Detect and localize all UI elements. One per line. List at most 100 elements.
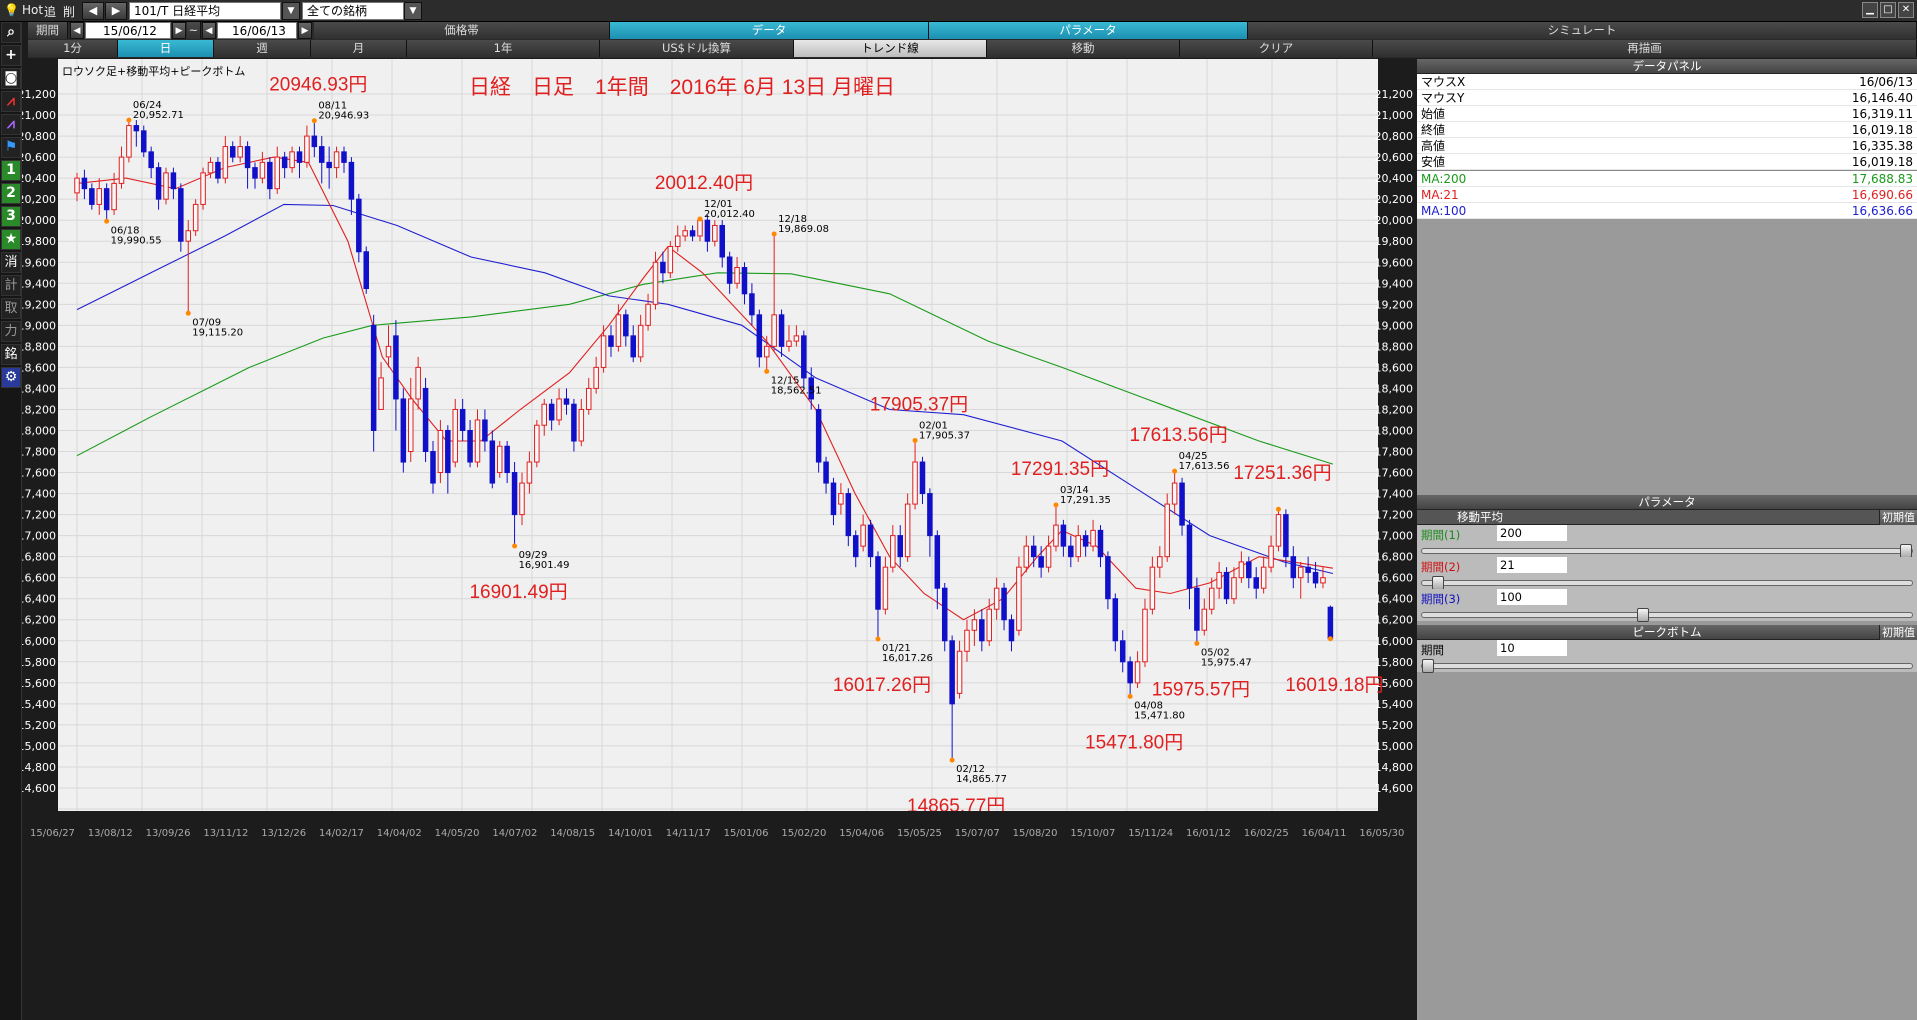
preset-2-button[interactable]: 2 [1,183,21,204]
tab-redraw[interactable]: 再描画 [1373,40,1917,57]
date-to-input[interactable]: 16/06/13 [217,22,297,39]
ma-row: MA:100 16,636.66 [1417,203,1917,219]
minimize-button[interactable]: ▁ [1862,2,1878,18]
search-icon[interactable]: ⌕ [1,22,21,43]
chart-icon[interactable]: ⩘ [1,91,21,112]
candle-body [385,345,392,358]
ma-param-slider-knob[interactable] [1431,576,1444,590]
peak-date-label: 01/21 [882,643,911,654]
ma-param-slider-knob[interactable] [1900,544,1912,558]
compare-chart-icon[interactable]: ⩘ [1,114,21,135]
candle-body [296,151,303,163]
candle-body [726,256,733,284]
tab-month[interactable]: 月 [311,40,407,57]
preset-3-button[interactable]: 3 [1,206,21,227]
ma-init-button[interactable]: 初期值 [1879,510,1917,525]
tab-price-band[interactable]: 価格帯 [314,22,610,39]
x-bottom-label: 15/11/24 [1128,828,1173,839]
x-bottom-label: 15/01/06 [724,828,769,839]
tab-clear[interactable]: クリア [1180,40,1373,57]
flag-icon[interactable]: ⚑ [1,137,21,158]
pb-slider[interactable] [1421,659,1913,673]
candle-body [237,146,243,158]
peak-value-label: 16,901.49 [519,560,570,571]
pb-slider-knob[interactable] [1422,659,1434,673]
trade-button[interactable]: 取 [1,298,21,319]
peak-price-label: 16901.49円 [469,582,567,603]
peak-price-label: 17613.56円 [1130,425,1228,446]
tab-simulate[interactable]: シミュレート [1248,22,1917,39]
tab-1year[interactable]: 1年 [407,40,600,57]
prev-date-button[interactable]: ◀ [70,22,84,39]
tab-data[interactable]: データ [610,22,929,39]
date-from-input[interactable]: 15/06/12 [85,22,171,39]
data-label: マウスY [1421,91,1465,105]
x-bottom-label: 15/10/07 [1070,828,1115,839]
delete-button[interactable]: 削 [63,5,76,19]
tab-move[interactable]: 移動 [987,40,1180,57]
peak-price-label: 15471.80円 [1085,732,1183,753]
candle-body [1253,577,1259,589]
candle-body [571,403,577,442]
candle-body [133,125,140,132]
prev-date-button[interactable]: ◀ [202,22,216,39]
y-tick-label: 20,000 [22,214,56,227]
star-icon[interactable]: ★ [1,229,21,250]
maximize-button[interactable]: □ [1880,2,1896,18]
crosshair-icon[interactable]: + [1,45,21,66]
candle-body [407,398,414,453]
candle-body [281,156,288,169]
candle-body [1082,535,1089,547]
candle-body [534,424,540,463]
ma-header-label: 移動平均 [1457,510,1503,524]
market-select[interactable]: 全ての銘柄 [302,2,404,20]
chart-area[interactable]: 14,600 14,800 15,000 15,200 15,400 15,600 15,8… [18,59,1416,1020]
symbol-select[interactable]: 101/T 日経平均 [129,2,281,20]
ma-param-slider[interactable] [1421,544,1913,558]
calc-button[interactable]: 計 [1,275,21,296]
ma-param-input[interactable]: 200 [1497,525,1567,541]
force-button[interactable]: 力 [1,321,21,342]
tab-usd-convert[interactable]: US$ドル換算 [600,40,794,57]
peak-marker [875,636,881,642]
camera-icon[interactable]: ◙ [1,68,21,89]
peak-price-label: 16019.18円 [1285,675,1383,696]
next-date-button[interactable]: ▶ [172,22,186,39]
y-tick-label: 19,000 [22,319,56,332]
ma-param-slider[interactable] [1421,576,1913,590]
pb-init-button[interactable]: 初期值 [1879,625,1917,640]
close-button[interactable]: ✕ [1898,2,1914,18]
erase-button[interactable]: 消 [1,252,21,273]
brand-button[interactable]: 銘 [1,344,21,365]
tab-day[interactable]: 日 [118,40,214,57]
peak-date-label: 06/18 [111,225,140,236]
ma-param-slider[interactable] [1421,608,1913,622]
x-bottom-label: 14/02/17 [319,828,364,839]
next-symbol-button[interactable]: ▶ [105,2,127,20]
bulb-icon[interactable]: 💡 [4,3,19,17]
ma-param-input[interactable]: 21 [1497,557,1567,573]
pb-input[interactable]: 10 [1497,640,1567,656]
tab-parameter[interactable]: パラメータ [929,22,1248,39]
gear-icon[interactable]: ⚙ [1,367,21,388]
chevron-down-icon[interactable]: ▼ [404,2,422,20]
candle-body [304,135,310,163]
preset-1-button[interactable]: 1 [1,160,21,181]
peak-marker [764,368,770,374]
candlestick-chart[interactable]: 14,600 14,800 15,000 15,200 15,400 15,600 15,8… [18,59,1416,1020]
next-date-button[interactable]: ▶ [298,22,312,39]
add-button[interactable]: 追 [44,5,57,19]
peak-value-label: 19,115.20 [192,327,243,338]
ma-param-input[interactable]: 100 [1497,589,1567,605]
x-bottom-label: 15/05/25 [897,828,942,839]
candle-body [912,461,918,505]
ma-param-slider-knob[interactable] [1637,608,1650,622]
candle-body [333,151,340,169]
chevron-down-icon[interactable]: ▼ [282,2,300,20]
data-value: 16/06/13 [1859,75,1913,89]
hot-button[interactable]: Hot [22,3,44,17]
tab-1min[interactable]: 1分 [28,40,118,57]
tab-trendline[interactable]: トレンド線 [794,40,987,57]
tab-week[interactable]: 週 [214,40,311,57]
prev-symbol-button[interactable]: ◀ [82,2,104,20]
